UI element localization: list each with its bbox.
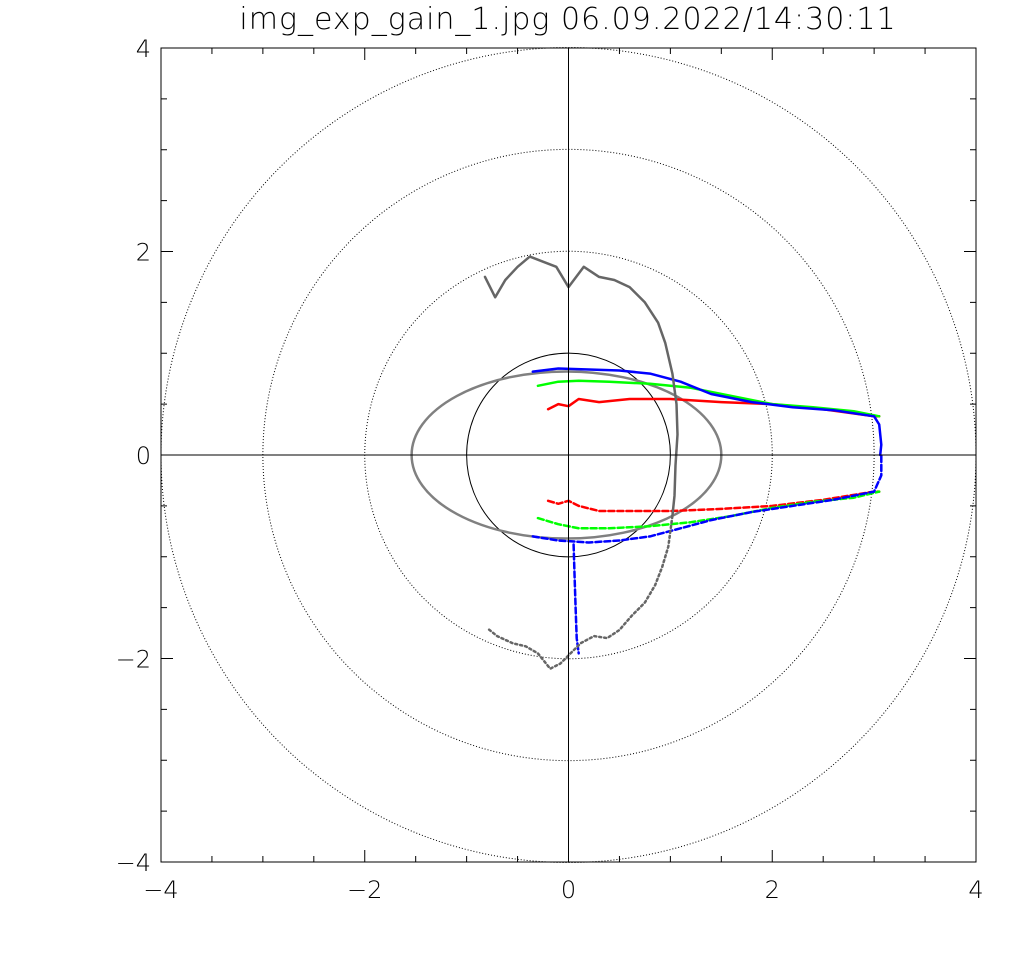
y-tick-label: −4 [116,849,151,877]
chart-title: img_exp_gain_1.jpg 06.09.2022/14:30:11 [239,2,897,37]
x-tick-label: −4 [143,876,178,904]
axes-layer [160,47,977,863]
ticks-layer [160,47,977,863]
series-line-red-dashed-3 [546,490,881,513]
x-tick-label: 2 [765,876,780,904]
series-line-gray_curve-dotted-8 [485,514,674,670]
series-line-blue-dashed-5 [531,453,883,544]
series-line-blue-solid-2 [531,367,883,457]
series-layer [483,255,883,670]
series-line-blue-dashed-6 [572,543,580,655]
y-tick-label: 4 [136,35,151,63]
y-tick-label: 2 [136,239,151,267]
x-tick-label: −2 [347,876,382,904]
y-tick-label: −2 [116,646,151,674]
y-tick-label: 0 [136,442,151,470]
x-tick-label: 4 [968,876,983,904]
x-tick-label: 0 [561,876,576,904]
tick-labels-layer: −4 −2 0 2 4 −4 −2 0 2 4 [116,35,984,904]
series-line-gray_curve-solid-7 [483,255,679,518]
